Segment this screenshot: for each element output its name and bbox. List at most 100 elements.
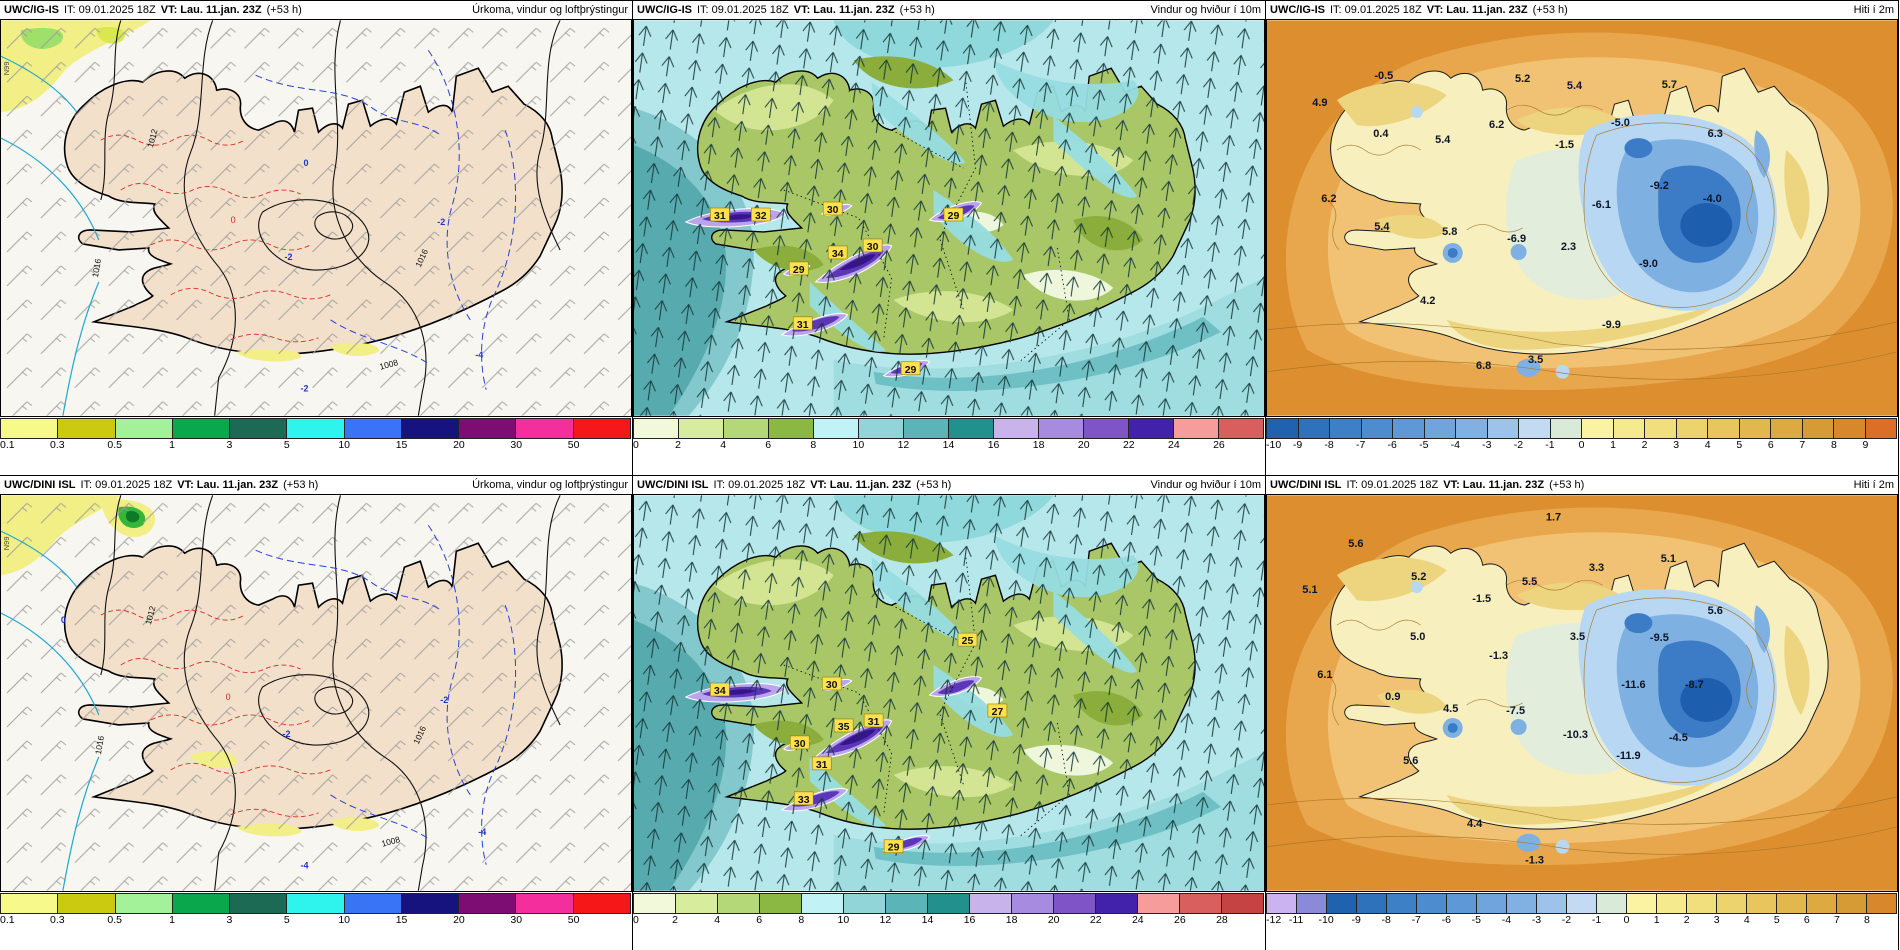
- colorbar-label: 12: [879, 914, 892, 926]
- precip-value-label: 1008: [380, 834, 401, 849]
- colorbar-segment: [1039, 419, 1084, 438]
- colorbar-label: 16: [963, 914, 976, 926]
- temp-value-label: 0.4: [1373, 128, 1389, 140]
- wind-value-label: 32: [755, 211, 767, 222]
- colorbar-label: 50: [567, 914, 580, 926]
- colorbar-label: 4: [720, 439, 727, 451]
- colorbar-label: -12: [1266, 914, 1282, 926]
- colorbar-label: -7: [1411, 914, 1421, 926]
- colorbar-segment: [1802, 419, 1834, 438]
- colorbar-segment: [516, 894, 574, 913]
- temp-value-label: -10.3: [1563, 729, 1588, 741]
- colorbar-segment: [1657, 894, 1687, 913]
- colorbar-segment: [287, 419, 345, 438]
- colorbar-label: 2: [1683, 914, 1690, 926]
- colorbar-label: 1: [169, 439, 175, 451]
- forecast-offset: (+53 h): [916, 479, 952, 491]
- colorbar-segment: [949, 419, 994, 438]
- init-time: IT: 09.01.2025 18Z: [1330, 4, 1422, 16]
- colorbar-segment: [1, 894, 59, 913]
- colorbar-label: 30: [510, 439, 523, 451]
- colorbar-label: -4: [1501, 914, 1512, 926]
- colorbar: 0.1 0.3 0.5 1 3 5 10 15 20 30 50: [0, 418, 631, 454]
- colorbar-segment: [814, 419, 859, 438]
- colorbar-label: 12: [897, 439, 910, 451]
- panel-dini-wind: UWC/DINI ISL IT: 09.01.2025 18Z VT: Lau. 1…: [633, 475, 1266, 950]
- precip-value-label: 1008: [378, 357, 399, 372]
- panel-dini-temp: UWC/DINI ISL IT: 09.01.2025 18Z VT: Lau. 1…: [1266, 475, 1899, 950]
- colorbar-label: 0.5: [107, 439, 123, 451]
- colorbar-segment: [1519, 419, 1551, 438]
- colorbar-segment: [1327, 894, 1357, 913]
- run-info: UWC/IG-IS IT: 09.01.2025 18Z VT: Lau. 11.j…: [637, 4, 940, 16]
- run-info: UWC/DINI ISL IT: 09.01.2025 18Z VT: Lau. 1…: [4, 479, 323, 491]
- panel-header: UWC/IG-IS IT: 09.01.2025 18Z VT: Lau. 11.j…: [633, 1, 1265, 19]
- temp-map-art: -0.5 4.9 5.2 5.4 5.7 0.4 6.2 -5.0 6.3 5.4 -1.5 -9.2…: [1267, 20, 1897, 416]
- temp-value-label: -4.5: [1669, 732, 1688, 744]
- precip-value-label: -2: [301, 384, 309, 394]
- colorbar-label: 0: [633, 914, 639, 926]
- temp-value-label: 5.4: [1567, 80, 1583, 92]
- colorbar-label: 26: [1174, 914, 1186, 926]
- colorbar-segment: [1361, 419, 1393, 438]
- colorbar-labels: 0.1 0.3 0.5 1 3 5 10 15 20 30 50: [0, 439, 631, 454]
- gust-value-box: [883, 839, 904, 854]
- colorbar-label: 4: [714, 914, 721, 926]
- gust-value-box: [751, 207, 771, 222]
- colorbar-label: 7: [1799, 439, 1806, 451]
- colorbar-label: 15: [395, 914, 408, 926]
- colorbar-segment: [230, 894, 288, 913]
- colorbar-segment: [1582, 419, 1614, 438]
- colorbar-label: 6: [1767, 439, 1774, 451]
- colorbar-segment: [172, 419, 231, 438]
- colorbar-segment: [1219, 419, 1263, 438]
- colorbar-segment: [1613, 419, 1645, 438]
- colorbar-segment: [1330, 419, 1362, 438]
- colorbar-segment: [58, 419, 116, 438]
- temp-map-art: 1.7 5.6 5.1 3.3 5.2 5.5 5.1 -1.5 5.6 5.0 3.5 -9.5 -1…: [1267, 495, 1897, 891]
- colorbar-segment: [1865, 419, 1896, 438]
- valid-time: VT: Lau. 11.jan. 23Z: [160, 4, 262, 16]
- colorbar-label: -5: [1419, 439, 1429, 451]
- valid-time: VT: Lau. 11.jan. 23Z: [1426, 4, 1528, 16]
- map-value-labels: 31 32 30 29 34 30 29 31 29: [710, 201, 964, 376]
- colorbar-label: 18: [1005, 914, 1018, 926]
- colorbar-labels: -12 -11 -10 -9 -8 -7 -6 -5 -4 -3 -2 -1 0 1 2 3 4 5 6 7 8: [1266, 914, 1897, 929]
- panel-header: UWC/DINI ISL IT: 09.01.2025 18Z VT: Lau. 1…: [1266, 476, 1898, 494]
- colorbar-labels: -10 -9 -8 -7 -6 -5 -4 -3 -2 -1 0 1 2 3 4 5 6 7 8 9: [1266, 439, 1897, 454]
- colorbar-label: -5: [1471, 914, 1481, 926]
- colorbar-segment: [970, 894, 1012, 913]
- precip-value-label: 1012: [143, 605, 158, 626]
- colorbar-label: 0.3: [50, 914, 65, 926]
- temp-value-label: -7.5: [1506, 705, 1525, 717]
- colorbar: -12 -11 -10 -9 -8 -7 -6 -5 -4 -3 -2 -1 0 1 2 3 4 5 6 7 8: [1266, 893, 1897, 929]
- colorbar-segment: [1537, 894, 1567, 913]
- colorbar-label: 14: [942, 439, 955, 451]
- panel-title: Vindur og hviður í 10m: [1150, 4, 1261, 16]
- precip-value-label: -2: [283, 729, 291, 739]
- temp-value-label: 4.4: [1467, 818, 1483, 830]
- colorbar-label: 50: [567, 439, 580, 451]
- colorbar-label: 24: [1168, 439, 1180, 451]
- forecast-offset: (+53 h): [1549, 479, 1585, 491]
- temp-value-label: -11.9: [1616, 750, 1640, 762]
- wind-value-label: 35: [838, 722, 850, 733]
- colorbar-segment: [769, 419, 814, 438]
- colorbar-segment: [1807, 894, 1837, 913]
- map-canvas: -0.5 4.9 5.2 5.4 5.7 0.4 6.2 -5.0 6.3 5.4 -1.5 -9.2…: [1266, 19, 1898, 417]
- colorbar-segment: [1174, 419, 1219, 438]
- colorbar-label: 2: [675, 439, 681, 451]
- colorbar-label: 4: [1704, 439, 1711, 451]
- colorbar-label: -8: [1324, 439, 1334, 451]
- temp-value-label: -1.5: [1472, 593, 1491, 605]
- panel-dini-precip: UWC/DINI ISL IT: 09.01.2025 18Z VT: Lau. 1…: [0, 475, 633, 950]
- wind-value-label: 31: [714, 211, 726, 222]
- temp-value-label: 5.1: [1661, 553, 1676, 565]
- run-info: UWC/DINI ISL IT: 09.01.2025 18Z VT: Lau. 1…: [637, 479, 956, 491]
- colorbar-label: 7: [1833, 914, 1840, 926]
- temp-value-label: -6.9: [1507, 233, 1526, 245]
- colorbar-segment: [1708, 419, 1740, 438]
- colorbar-segment: [516, 419, 574, 438]
- colorbar-segment: [401, 894, 460, 913]
